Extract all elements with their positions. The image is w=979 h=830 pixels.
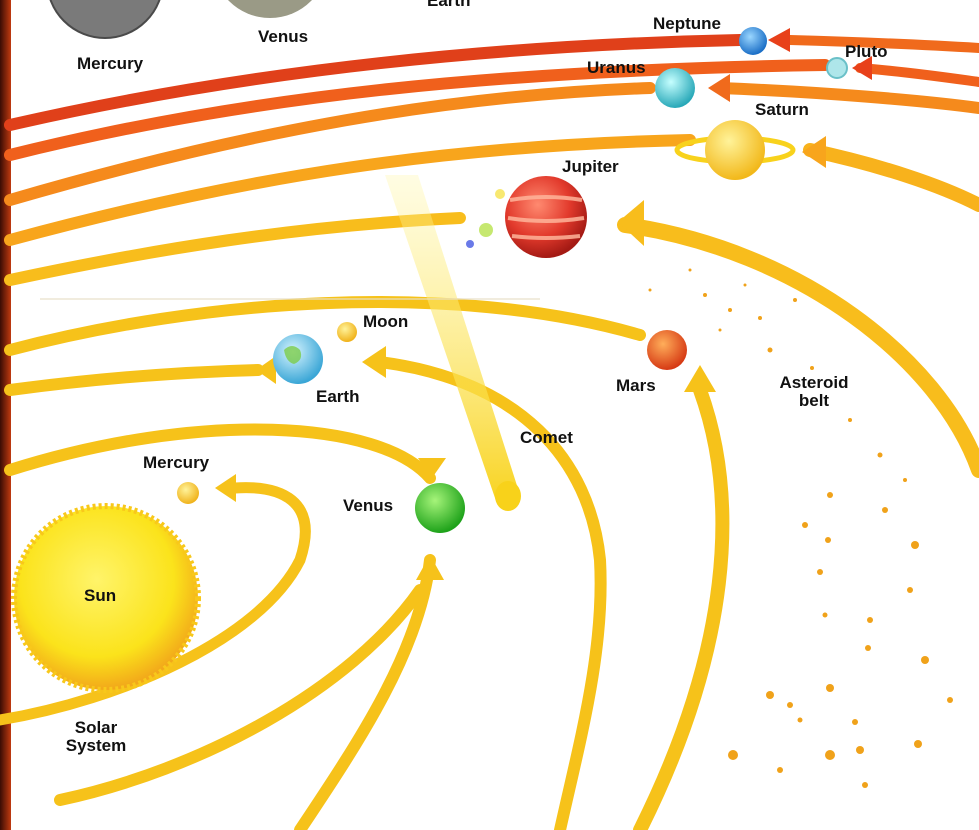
label-top-earth: Earth — [427, 0, 471, 10]
inner-orbit-arrowheads — [215, 346, 716, 580]
outer-orbit-arrowheads — [618, 28, 872, 246]
label-sun: Sun — [84, 586, 117, 605]
uranus-body — [655, 68, 695, 108]
pluto-body — [826, 57, 848, 79]
neptune-body — [739, 27, 767, 55]
mars-body — [647, 330, 687, 370]
label-asteroid-line2: belt — [798, 390, 830, 410]
comet-tail — [385, 175, 520, 509]
label-uranus: Uranus — [587, 58, 646, 77]
outer-orbits — [4, 34, 979, 478]
top-mercury-image — [49, 0, 161, 39]
label-mars: Mars — [616, 376, 656, 395]
top-venus-image — [228, 0, 312, 18]
saturn-body — [705, 120, 765, 180]
caption-solar-system: Solar System — [56, 719, 136, 755]
label-jupiter: Jupiter — [562, 157, 619, 176]
left-edge-strip — [0, 0, 11, 830]
faint-dust-line — [40, 298, 540, 300]
label-neptune: Neptune — [653, 14, 721, 33]
moon-body — [337, 322, 357, 342]
venus-body — [415, 483, 465, 533]
mercury-body — [177, 482, 199, 504]
label-top-venus: Venus — [258, 27, 309, 46]
label-moon: Moon — [363, 312, 409, 331]
label-saturn: Saturn — [755, 100, 809, 119]
label-mercury: Mercury — [143, 453, 210, 472]
label-earth: Earth — [316, 387, 360, 406]
label-top-mercury: Mercury — [77, 54, 144, 73]
asteroid-belt-dots — [648, 268, 953, 788]
label-asteroid-belt: Asteroid belt — [772, 374, 856, 410]
caption-line1: Solar — [74, 718, 118, 737]
label-asteroid-line1: Asteroid — [779, 373, 849, 392]
planet-bodies — [11, 27, 848, 693]
label-pluto: Pluto — [845, 42, 888, 61]
label-venus: Venus — [343, 496, 394, 515]
caption-line2: System — [65, 735, 127, 755]
label-comet: Comet — [520, 428, 573, 447]
comet-head — [495, 481, 521, 511]
sun-body — [11, 503, 201, 693]
jupiter-body — [505, 176, 587, 258]
